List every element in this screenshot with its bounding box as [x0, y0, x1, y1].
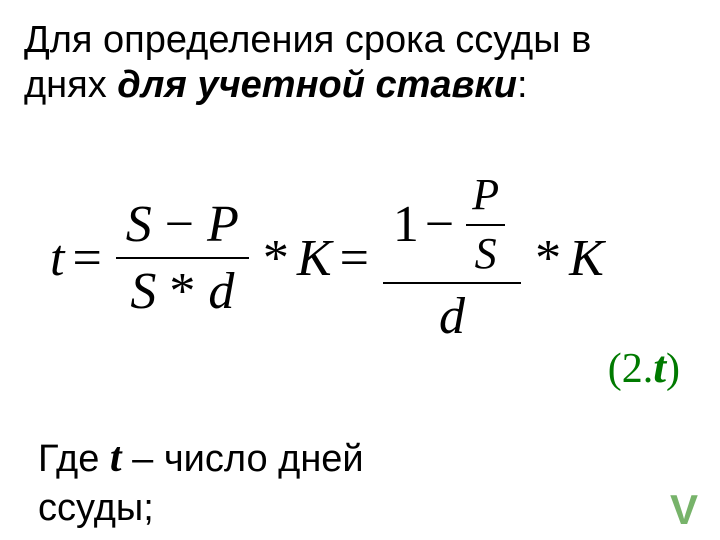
frac1-P: P	[207, 196, 239, 253]
legend-line2: ссуды;	[38, 487, 154, 529]
eqref-close: )	[666, 346, 680, 392]
eqref-t: t	[653, 341, 666, 392]
equation-reference: (2.t)	[608, 340, 680, 393]
eqref-open: (	[608, 346, 622, 392]
legend-t: t	[110, 435, 122, 481]
frac2-den: d	[429, 287, 475, 347]
slide: Для определения срока ссуды в днях для у…	[0, 0, 720, 540]
legend-prefix: Где	[38, 438, 110, 480]
formula-row: t = S − P S * d * K = 1	[50, 170, 604, 347]
K-2: K	[569, 229, 604, 288]
inner-fraction: P S	[466, 170, 505, 279]
frac1-den-d: d	[208, 263, 234, 320]
corner-mark: V	[670, 486, 698, 534]
legend: Где t – число дней ссуды;	[38, 432, 364, 532]
frac2-one: 1	[393, 195, 419, 255]
frac1-num: S − P	[116, 195, 249, 255]
star-2: *	[527, 229, 569, 288]
frac2-minus: −	[419, 195, 460, 255]
frac2-bar	[383, 282, 521, 284]
frac2-num: 1 − P S	[383, 170, 521, 279]
equals-1: =	[64, 229, 109, 288]
fraction-1: S − P S * d	[116, 195, 249, 323]
fraction-2: 1 − P S d	[383, 170, 521, 347]
frac1-den-S: S	[130, 263, 156, 320]
title-line1: Для определения срока ссуды в	[24, 19, 591, 61]
equals-2: =	[332, 229, 377, 288]
inner-num: P	[466, 170, 505, 221]
legend-rest1: – число дней	[122, 438, 364, 480]
var-t: t	[50, 229, 64, 288]
inner-den: S	[469, 229, 503, 280]
slide-title: Для определения срока ссуды в днях для у…	[24, 18, 696, 108]
frac1-bar	[116, 257, 249, 259]
title-colon: :	[517, 64, 528, 106]
frac1-den: S * d	[120, 262, 244, 322]
inner-bar	[466, 224, 505, 226]
title-line2-prefix: днях	[24, 64, 117, 106]
frac1-S: S	[126, 196, 152, 253]
formula: t = S − P S * d * K = 1	[50, 170, 604, 347]
title-emph: для учетной ставки	[117, 64, 517, 106]
frac1-den-star: *	[169, 263, 195, 320]
star-1: *	[255, 229, 297, 288]
frac1-minus: −	[165, 196, 194, 253]
eqref-num: 2.	[622, 346, 654, 392]
K-1: K	[297, 229, 332, 288]
